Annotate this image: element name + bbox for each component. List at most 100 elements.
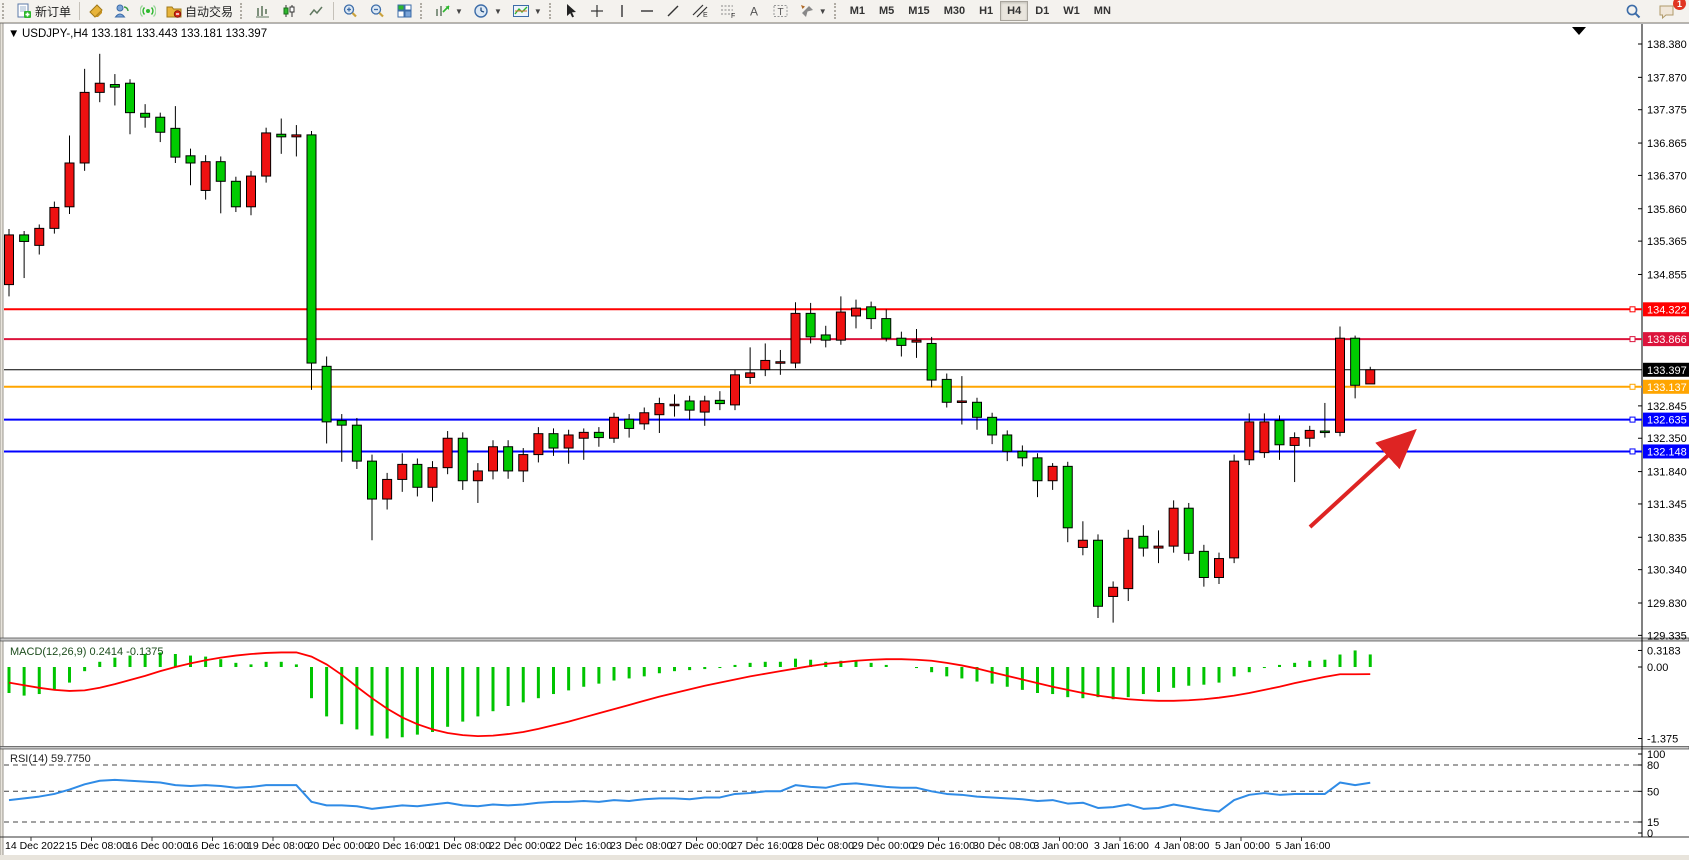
price-chip — [1643, 332, 1689, 347]
candle — [578, 431, 589, 439]
chart-shift-marker[interactable] — [1572, 27, 1586, 35]
time-label: 15 Dec 08:00 — [66, 840, 129, 852]
line-handle[interactable] — [1629, 416, 1636, 423]
toolbar-right-group: 1 — [1620, 0, 1686, 22]
time-label: 19 Dec 08:00 — [247, 840, 310, 852]
candle — [1062, 465, 1073, 529]
text-icon: A — [750, 5, 758, 19]
candle — [518, 454, 529, 472]
price-chip-label: 132.148 — [1647, 446, 1687, 458]
market-watch-button[interactable] — [83, 0, 109, 22]
line-chart-icon — [309, 6, 323, 16]
candle — [261, 132, 272, 177]
arrows-tool-button[interactable]: ▼ — [794, 0, 832, 22]
candle — [276, 133, 287, 138]
time-label: 27 Dec 00:00 — [671, 840, 734, 852]
clock-icon — [474, 4, 488, 18]
candle — [805, 312, 816, 338]
chat-button[interactable]: 1 — [1653, 0, 1686, 22]
publish-button[interactable] — [109, 0, 135, 22]
chart-title-marker[interactable]: ▼ — [8, 28, 19, 40]
equidistant-channel-icon: E — [692, 4, 708, 19]
candle — [911, 339, 922, 343]
svg-text:F: F — [731, 13, 735, 19]
pane-separator-macd[interactable] — [0, 637, 1689, 642]
fibonacci-tool-button[interactable]: F — [714, 0, 742, 22]
bar-chart-icon — [256, 6, 270, 18]
candle — [1153, 545, 1164, 549]
timeframe-M1[interactable]: M1 — [849, 5, 865, 17]
bar-chart-mode-button[interactable] — [249, 0, 276, 22]
new-order-button[interactable]: 新订单 — [11, 0, 76, 22]
cursor-tool-button[interactable] — [558, 0, 584, 22]
dropdown-caret: ▼ — [493, 6, 502, 16]
toolbar-grip[interactable] — [420, 3, 427, 19]
vertical-line-tool-button[interactable] — [610, 0, 634, 22]
candle — [896, 337, 907, 346]
price-tick-label: 137.375 — [1647, 105, 1687, 117]
line-handle[interactable] — [1629, 336, 1636, 343]
channel-tool-button[interactable]: E — [686, 0, 714, 22]
label-tool-button[interactable]: T — [767, 0, 794, 22]
text-tool-button[interactable]: A — [742, 0, 767, 22]
timeframe-W1[interactable]: W1 — [1063, 5, 1080, 17]
timeframe-M5[interactable]: M5 — [879, 5, 895, 17]
price-tick-label: 134.855 — [1647, 269, 1687, 281]
chat-bubble-icon — [1659, 5, 1674, 19]
candle — [382, 478, 393, 500]
templates-button[interactable]: ▼ — [507, 0, 547, 22]
candle — [230, 180, 241, 208]
line-chart-mode-button[interactable] — [303, 0, 330, 22]
candle — [1274, 420, 1285, 446]
text-label-icon: T — [773, 5, 788, 18]
candle — [654, 403, 665, 416]
indicators-icon — [436, 5, 450, 16]
toolbar-grip[interactable] — [833, 3, 841, 19]
signals-button[interactable] — [135, 0, 161, 22]
candle-chart-mode-button[interactable] — [276, 0, 303, 22]
timeframe-H4[interactable]: H4 — [1000, 1, 1029, 21]
template-icon — [512, 5, 529, 17]
candle — [987, 416, 998, 436]
timeframe-M15[interactable]: M15 — [908, 5, 930, 17]
line-handle[interactable] — [1629, 306, 1636, 313]
line-handle[interactable] — [1629, 448, 1636, 455]
auto-trading-button[interactable]: 自动交易 — [161, 0, 238, 22]
timeframe-D1[interactable]: D1 — [1035, 5, 1050, 17]
crosshair-tool-button[interactable] — [584, 0, 610, 22]
price-tick-label: 138.380 — [1647, 39, 1687, 51]
candle — [820, 334, 831, 341]
indicators-button[interactable]: ▼ — [429, 0, 468, 22]
rsi-tick-label: 80 — [1647, 760, 1659, 772]
candle — [34, 227, 45, 246]
pane-separator-rsi[interactable] — [0, 746, 1689, 750]
candle — [351, 424, 362, 462]
timeframe-MN[interactable]: MN — [1093, 5, 1111, 17]
toolbar-separator — [79, 2, 81, 20]
timeframe-H1[interactable]: H1 — [979, 5, 994, 17]
toolbar-grip[interactable] — [2, 3, 9, 19]
candle — [941, 378, 952, 403]
time-label: 5 Jan 16:00 — [1276, 840, 1331, 852]
candle — [593, 431, 604, 439]
timeframe-M30[interactable]: M30 — [943, 5, 966, 17]
trendline-icon — [667, 5, 679, 17]
toolbar-grip[interactable] — [240, 3, 247, 19]
trend-arrow-annotation[interactable] — [1308, 428, 1417, 529]
zoom-out-button[interactable] — [364, 0, 391, 22]
search-button[interactable] — [1620, 0, 1647, 22]
candle — [488, 446, 498, 472]
vertical-line-icon — [621, 5, 623, 17]
zoom-in-button[interactable] — [337, 0, 364, 22]
auto-trading-icon — [166, 6, 182, 18]
line-handle[interactable] — [1629, 383, 1636, 390]
trendline-tool-button[interactable] — [660, 0, 686, 22]
price-chip-label: 134.322 — [1647, 304, 1687, 316]
tile-windows-button[interactable] — [391, 0, 418, 22]
price-tick-label: 131.840 — [1647, 467, 1687, 479]
time-label: 16 Dec 00:00 — [126, 840, 189, 852]
toolbar-grip[interactable] — [548, 3, 556, 19]
periods-button[interactable]: ▼ — [468, 0, 507, 22]
horizontal-line-tool-button[interactable] — [634, 0, 660, 22]
